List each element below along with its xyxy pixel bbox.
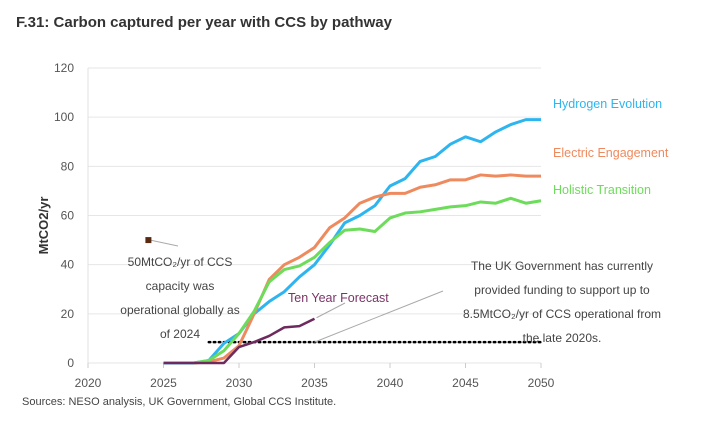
series-line-holistic-transition bbox=[193, 196, 542, 365]
series-line-electric-engagement bbox=[193, 173, 541, 365]
legend-label: Hydrogen Evolution bbox=[553, 97, 662, 111]
y-tick-label: 0 bbox=[67, 356, 74, 370]
legend-label: Ten Year Forecast bbox=[288, 291, 389, 305]
x-tick-label: 2040 bbox=[377, 376, 404, 390]
x-tick-label: 2020 bbox=[75, 376, 102, 390]
y-tick-label: 100 bbox=[54, 110, 74, 124]
x-tick-label: 2035 bbox=[301, 376, 328, 390]
annotation-uk-funding: provided funding to support up to bbox=[474, 283, 650, 297]
annotation-global-capacity: 50MtCO₂/yr of CCS bbox=[128, 255, 233, 269]
annotation-uk-funding: 8.5MtCO₂/yr of CCS operational from bbox=[463, 307, 661, 321]
y-tick-label: 20 bbox=[61, 307, 75, 321]
annotation-uk-funding: the late 2020s. bbox=[523, 331, 602, 345]
annotation-global-capacity: capacity was bbox=[146, 279, 215, 293]
y-tick-label: 120 bbox=[54, 61, 74, 75]
chart-title: F.31: Carbon captured per year with CCS … bbox=[16, 14, 392, 31]
y-axis-label: MtCO2/yr bbox=[36, 197, 51, 255]
y-tick-label: 60 bbox=[61, 209, 75, 223]
annotation-leader bbox=[150, 239, 179, 247]
annotation-uk-funding: The UK Government has currently bbox=[471, 259, 653, 273]
marker-point-2024 bbox=[145, 237, 152, 244]
source-note: Sources: NESO analysis, UK Government, G… bbox=[22, 396, 337, 408]
legend-label: Holistic Transition bbox=[553, 183, 651, 197]
y-tick-label: 80 bbox=[61, 159, 75, 173]
x-tick-label: 2050 bbox=[528, 376, 555, 390]
annotation-leader bbox=[316, 302, 346, 319]
x-tick-label: 2025 bbox=[150, 376, 177, 390]
x-tick-label: 2030 bbox=[226, 376, 253, 390]
series-line-hydrogen-evolution bbox=[163, 118, 541, 365]
annotation-global-capacity: operational globally as bbox=[120, 303, 239, 317]
y-tick-label: 40 bbox=[61, 258, 75, 272]
legend-label: Electric Engagement bbox=[553, 146, 669, 160]
annotation-global-capacity: of 2024 bbox=[160, 327, 200, 341]
series-line-ten-year-forecast bbox=[163, 317, 316, 365]
annotation-leader bbox=[314, 290, 444, 343]
x-tick-label: 2045 bbox=[452, 376, 479, 390]
